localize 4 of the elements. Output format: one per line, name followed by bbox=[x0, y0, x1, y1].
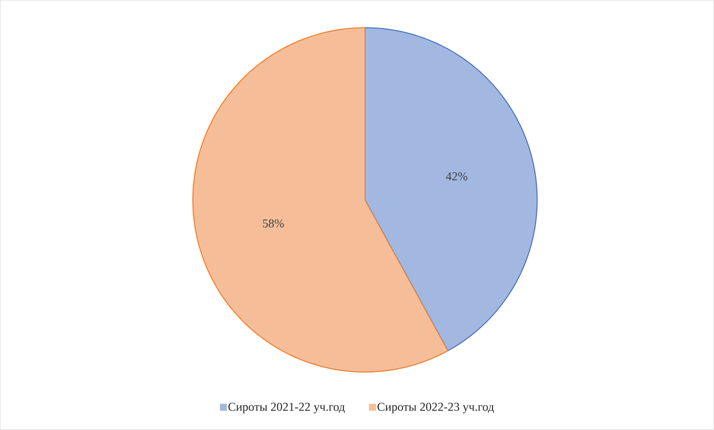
legend-label: Сироты 2022-23 уч.год bbox=[378, 402, 494, 414]
data-label: 58% bbox=[262, 219, 284, 228]
data-label: 42% bbox=[446, 172, 468, 180]
legend-label: Сироты 2021-22 уч.год bbox=[228, 402, 345, 414]
